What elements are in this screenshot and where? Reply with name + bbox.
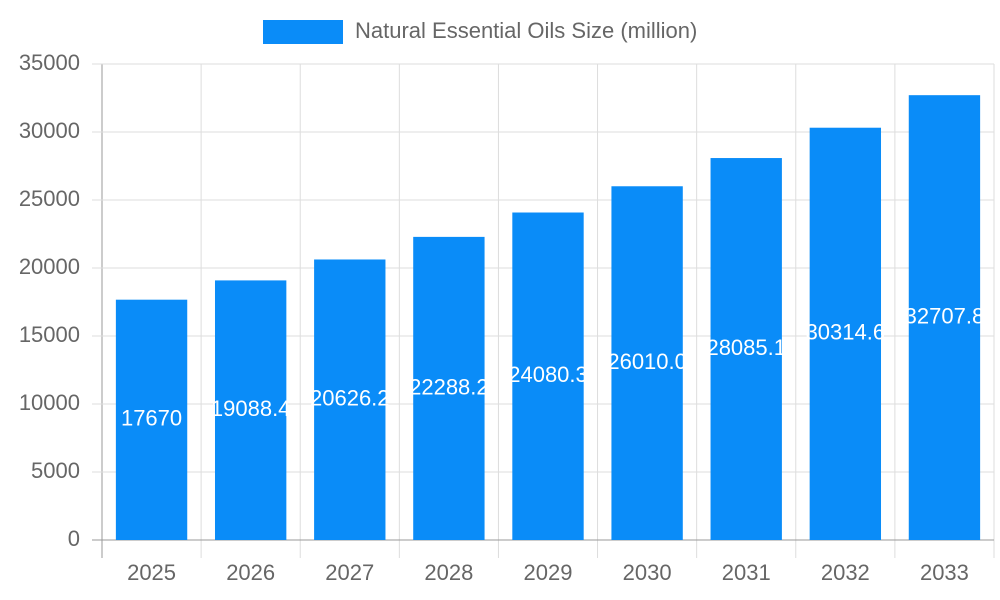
- bar: [710, 158, 782, 540]
- data-label: 32707.8: [905, 303, 985, 328]
- y-tick-label: 15000: [19, 322, 80, 347]
- x-tick-label: 2031: [722, 560, 771, 585]
- data-label: 26010.0: [607, 349, 687, 374]
- legend-label: Natural Essential Oils Size (million): [355, 18, 697, 43]
- x-tick-label: 2025: [127, 560, 176, 585]
- x-tick-label: 2033: [920, 560, 969, 585]
- data-label: 22288.2: [409, 374, 489, 399]
- y-tick-label: 0: [68, 526, 80, 551]
- y-tick-label: 10000: [19, 390, 80, 415]
- x-tick-label: 2027: [325, 560, 374, 585]
- bar: [314, 259, 386, 540]
- y-tick-label: 30000: [19, 118, 80, 143]
- data-label: 19088.4: [211, 396, 291, 421]
- x-tick-label: 2028: [424, 560, 473, 585]
- bar: [413, 236, 485, 540]
- legend-swatch: [263, 20, 343, 44]
- bar: [512, 212, 584, 540]
- x-tick-label: 2030: [623, 560, 672, 585]
- x-tick-label: 2032: [821, 560, 870, 585]
- x-tick-label: 2029: [524, 560, 573, 585]
- bar: [809, 127, 882, 541]
- data-label: 20626.2: [310, 386, 390, 411]
- y-tick-label: 25000: [19, 186, 80, 211]
- x-tick-label: 2026: [226, 560, 275, 585]
- bar: [115, 299, 188, 540]
- y-tick-label: 5000: [31, 458, 80, 483]
- data-label: 30314.6: [806, 320, 886, 345]
- y-tick-label: 20000: [19, 254, 80, 279]
- data-label: 17670: [121, 406, 182, 431]
- data-label: 24080.3: [508, 362, 588, 387]
- bar: [908, 95, 981, 540]
- bar: [214, 280, 287, 540]
- y-tick-label: 35000: [19, 50, 80, 75]
- data-label: 28085.1: [706, 335, 786, 360]
- bar: [611, 186, 683, 540]
